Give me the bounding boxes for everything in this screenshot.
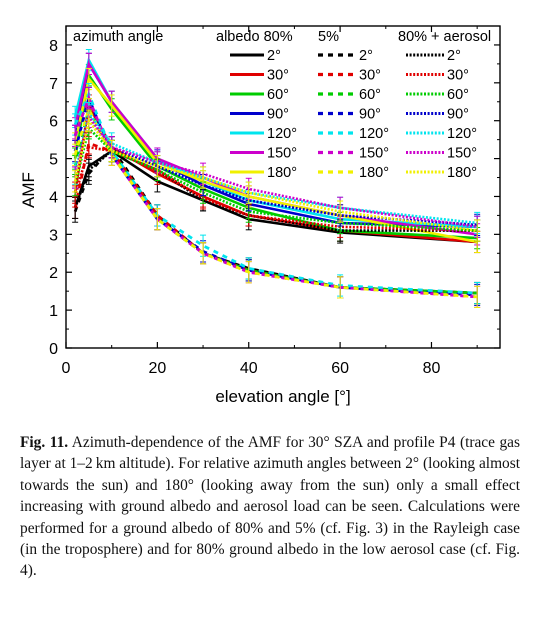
x-axis-label: elevation angle [°] — [215, 387, 350, 406]
y-tick-label: 1 — [49, 303, 58, 320]
series-line — [73, 113, 478, 229]
series-line — [73, 117, 478, 232]
legend-label: 2° — [447, 48, 461, 64]
y-tick-label: 3 — [49, 227, 58, 244]
caption-text: Azimuth-dependence of the AMF for 30° SZ… — [20, 434, 520, 580]
legend-label: 30° — [267, 68, 289, 84]
legend-label: 120° — [267, 126, 297, 142]
legend-label: 150° — [447, 146, 477, 162]
x-tick-label: 20 — [148, 360, 166, 377]
x-tick-label: 60 — [331, 360, 349, 377]
series-line — [73, 90, 478, 295]
legend-label: 60° — [267, 87, 289, 103]
x-tick-label: 40 — [240, 360, 258, 377]
legend-label: 150° — [359, 146, 389, 162]
series-line — [73, 110, 478, 225]
legend-label: 90° — [359, 107, 381, 123]
y-tick-label: 5 — [49, 152, 58, 169]
x-tick-label: 0 — [62, 360, 71, 377]
legend-label: 180° — [359, 165, 389, 181]
legend-label: 30° — [447, 68, 469, 84]
legend: azimuth angle albedo 80% 5% 80% + aerosol 2°… — [73, 29, 491, 181]
legend-group-header: albedo 80% — [216, 29, 293, 45]
series-line — [73, 125, 478, 232]
series-line — [73, 149, 478, 244]
series-line — [73, 145, 478, 232]
x-tick-label: 80 — [423, 360, 441, 377]
legend-label: 90° — [267, 107, 289, 123]
y-tick-label: 8 — [49, 38, 58, 55]
caption-label: Fig. 11. — [20, 434, 69, 451]
legend-label: 60° — [359, 87, 381, 103]
series-20 — [72, 109, 481, 242]
y-tick-label: 4 — [49, 189, 58, 206]
series-line — [73, 149, 478, 232]
y-tick-label: 6 — [49, 114, 58, 131]
legend-label: 150° — [267, 146, 297, 162]
legend-label: 180° — [267, 165, 297, 181]
legend-label: 60° — [447, 87, 469, 103]
legend-group-header: 5% — [318, 29, 339, 45]
legend-label: 90° — [447, 107, 469, 123]
y-axis-label: AMF — [19, 172, 38, 208]
legend-label: 30° — [359, 68, 381, 84]
y-tick-label: 7 — [49, 76, 58, 93]
legend-label: 2° — [267, 48, 281, 64]
series-line — [73, 117, 478, 227]
legend-label: 120° — [359, 126, 389, 142]
plot-frame — [65, 25, 501, 349]
series-line — [73, 105, 478, 299]
y-tick-label: 2 — [49, 265, 58, 282]
series-layer — [72, 48, 481, 308]
legend-title: azimuth angle — [73, 29, 163, 45]
y-tick-label: 0 — [49, 341, 58, 358]
figure-caption: Fig. 11. Azimuth-dependence of the AMF f… — [20, 432, 520, 582]
legend-label: 120° — [447, 126, 477, 142]
legend-label: 2° — [359, 48, 373, 64]
legend-group-header: 80% + aerosol — [398, 29, 491, 45]
legend-label: 180° — [447, 165, 477, 181]
